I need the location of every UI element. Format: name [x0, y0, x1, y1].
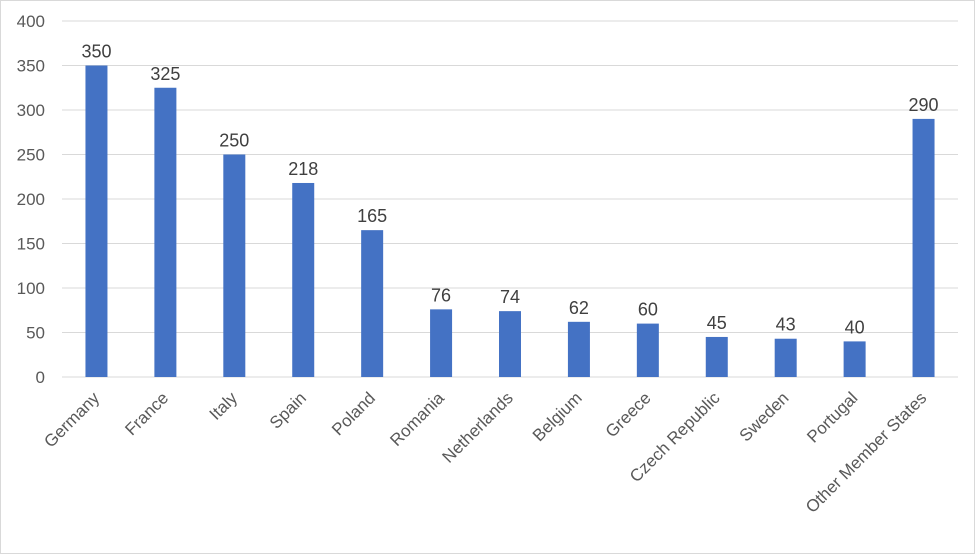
data-label: 76 [431, 285, 451, 305]
bar [843, 341, 866, 377]
bar [705, 336, 728, 377]
gridlines [62, 20, 958, 378]
data-label: 62 [569, 298, 589, 318]
y-tick-label: 100 [17, 279, 45, 298]
x-category-label: Germany [40, 388, 103, 451]
data-label: 290 [909, 95, 939, 115]
bar [292, 182, 315, 377]
x-category-label: Poland [328, 388, 379, 439]
data-label: 325 [150, 64, 180, 84]
data-label: 74 [500, 287, 520, 307]
bar [223, 154, 246, 377]
data-labels: 350 325 250 218 165 76 74 62 60 45 43 40 290 [81, 42, 938, 338]
bar [85, 65, 108, 377]
x-category-label: Romania [386, 388, 448, 450]
data-label: 350 [81, 42, 111, 62]
bar [430, 309, 453, 377]
y-tick-label: 0 [36, 368, 45, 387]
bar [567, 321, 590, 377]
bar [774, 338, 797, 377]
data-label: 40 [845, 317, 865, 337]
x-axis-categories: Germany France Italy Spain Poland RomaniaNeth… [40, 388, 930, 517]
x-category-label: Netherlands [439, 388, 517, 466]
x-category-label: Italy [206, 388, 242, 424]
y-tick-label: 300 [17, 101, 45, 120]
x-category-label: Greece [602, 388, 655, 441]
data-label: 218 [288, 159, 318, 179]
bar [361, 230, 384, 377]
y-tick-label: 50 [26, 324, 45, 343]
y-axis-ticks: 0 50 100 150 200 250 300 350 400 [17, 12, 45, 387]
y-tick-label: 400 [17, 12, 45, 31]
bar [636, 323, 659, 377]
bar [154, 87, 177, 377]
x-category-label: Portugal [803, 388, 861, 446]
data-label: 60 [638, 300, 658, 320]
y-tick-label: 150 [17, 235, 45, 254]
y-tick-label: 350 [17, 57, 45, 76]
x-category-label: Sweden [736, 388, 793, 445]
data-label: 250 [219, 131, 249, 151]
x-category-label: France [121, 388, 172, 439]
bar [912, 118, 935, 378]
y-tick-label: 200 [17, 190, 45, 209]
bar [499, 311, 521, 377]
x-category-label: Spain [266, 388, 310, 432]
x-category-label: Belgium [529, 388, 586, 445]
data-label: 45 [707, 313, 727, 333]
y-tick-label: 250 [17, 146, 45, 165]
data-label: 165 [357, 206, 387, 226]
data-label: 43 [776, 315, 796, 335]
bars [85, 65, 935, 378]
x-category-label: Other Member States [802, 388, 930, 516]
